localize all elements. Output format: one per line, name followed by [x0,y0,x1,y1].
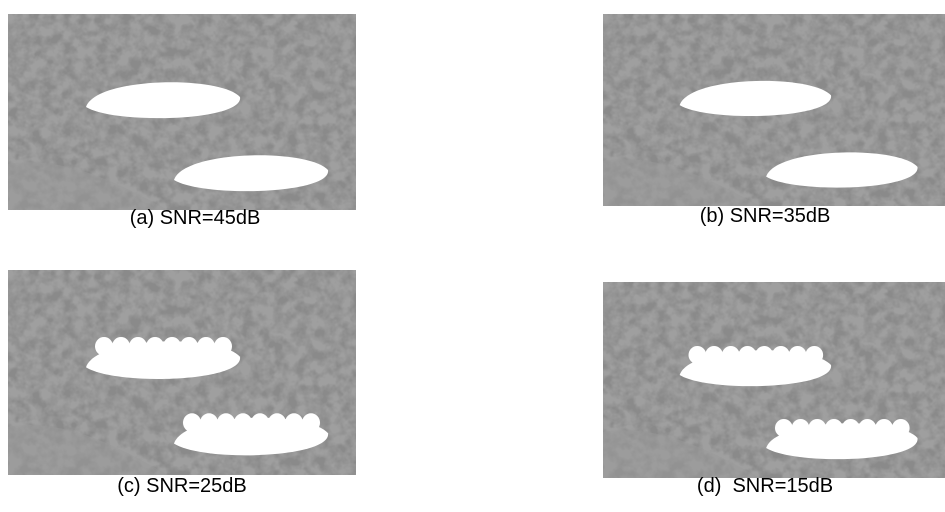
region-lobe [825,419,843,437]
region-lobe [808,419,826,437]
region-lobe [285,413,303,432]
region-lobe [183,413,201,432]
region [86,337,240,379]
region-lobe [739,346,757,364]
region-lobe [268,413,286,432]
region-lobe [234,413,252,432]
region-lobe [892,419,910,437]
region-lobe [705,346,723,364]
region-lobe [180,337,198,356]
panel-image [603,14,945,206]
region-lobe [197,337,215,356]
region-lobe [722,346,740,364]
region-lobe [875,419,893,437]
region-lobe [217,413,235,432]
region-lobe [789,346,807,364]
region [174,413,328,455]
figure: (a) SNR=45dB (b) SNR=35dB (c) SNR=25dB (d) … [0,0,945,512]
region-lobe [775,419,793,437]
region-lobe [214,337,232,356]
region-lobe [772,346,790,364]
region-lobe [805,346,823,364]
region-lobe [859,419,877,437]
region-lobe [129,337,147,356]
region-lobe [146,337,164,356]
region [680,346,831,386]
region-lobe [689,346,707,364]
region-lobe [95,337,113,356]
region-lobe [792,419,810,437]
region-lobe [200,413,218,432]
region-lobe [251,413,269,432]
region-lobe [302,413,320,432]
region-lobe [163,337,181,356]
panel-image [8,270,356,475]
region-lobe [842,419,860,437]
caption: (c) SNR=25dB [117,475,247,497]
caption: (d) SNR=15dB [697,475,833,497]
panel-image [603,282,945,478]
region-lobe [755,346,773,364]
region [766,419,917,459]
caption: (b) SNR=35dB [700,205,831,227]
caption: (a) SNR=45dB [130,207,261,229]
region-lobe [112,337,130,356]
panel-image [8,14,356,210]
